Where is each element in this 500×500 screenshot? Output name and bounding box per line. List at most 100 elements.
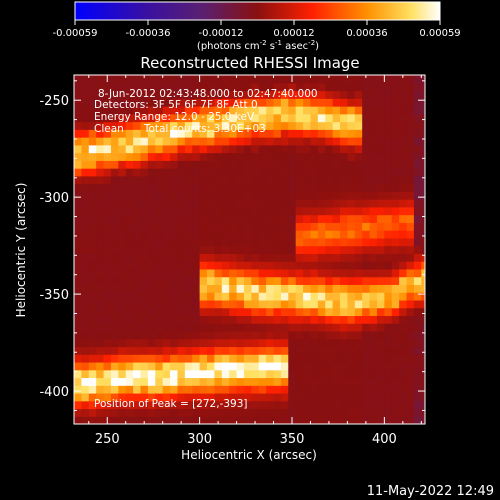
heatmap-cell [133, 98, 142, 107]
heatmap-cell [96, 408, 105, 417]
heatmap-cell [155, 199, 164, 208]
heatmap-cell [155, 354, 164, 363]
heatmap-cell [399, 129, 408, 138]
heatmap-cell [421, 144, 425, 154]
heatmap-cell [288, 369, 297, 379]
heatmap-cell [214, 361, 223, 371]
heatmap-cell [184, 346, 193, 355]
heatmap-cell [74, 121, 82, 130]
heatmap-cell [384, 152, 393, 161]
heatmap-cell [229, 253, 238, 262]
heatmap-cell [421, 113, 425, 123]
heatmap-cell [184, 237, 193, 247]
heatmap-cell [317, 82, 326, 92]
heatmap-cell [88, 129, 97, 138]
heatmap-cell [140, 183, 149, 192]
heatmap-cell [125, 377, 134, 386]
heatmap-cell [88, 206, 97, 216]
heatmap-cell [303, 144, 312, 154]
heatmap-cell [258, 354, 267, 363]
heatmap-cell [280, 385, 289, 394]
heatmap-cell [406, 253, 415, 262]
heatmap-cell [295, 175, 304, 185]
heatmap-cell [110, 385, 119, 394]
heatmap-cell [170, 361, 179, 371]
heatmap-cell [303, 385, 312, 394]
heatmap-cell [303, 199, 312, 208]
heatmap-cell [118, 315, 127, 324]
heatmap-cell [81, 268, 90, 278]
heatmap-cell [295, 315, 304, 324]
heatmap-cell [192, 261, 201, 270]
heatmap-cell [199, 315, 208, 324]
heatmap-cell [421, 369, 425, 379]
heatmap-cell [251, 268, 260, 278]
heatmap-cell [273, 330, 282, 340]
heatmap-cell [295, 129, 304, 138]
heatmap-cell [421, 346, 425, 355]
heatmap-cell [347, 214, 356, 223]
heatmap-cell [280, 377, 289, 386]
x-tick-label: 250 [95, 432, 120, 447]
heatmap-cell [243, 292, 252, 301]
heatmap-cell [280, 183, 289, 192]
heatmap-cell [399, 230, 408, 239]
heatmap-cell [325, 268, 334, 278]
heatmap-cell [332, 361, 341, 371]
heatmap-cell [340, 361, 349, 371]
heatmap-cell [273, 245, 282, 254]
heatmap-cell [170, 261, 179, 270]
heatmap-cell [118, 121, 127, 130]
heatmap-cell [288, 191, 297, 200]
heatmap-cell [170, 82, 179, 92]
heatmap-cell [199, 152, 208, 161]
heatmap-cell [103, 338, 112, 348]
heatmap-cell [118, 338, 127, 348]
heatmap-cell [332, 82, 341, 92]
heatmap-cell [199, 284, 208, 293]
heatmap-cell [207, 323, 215, 332]
heatmap-cell [288, 113, 297, 123]
heatmap-cell [229, 377, 238, 386]
heatmap-cell [103, 183, 112, 192]
heatmap-cell [347, 369, 356, 379]
heatmap-cell [251, 361, 260, 371]
heatmap-cell [74, 330, 82, 340]
heatmap-cell [221, 152, 230, 161]
heatmap-cell [103, 400, 112, 410]
heatmap-cell [288, 214, 297, 223]
heatmap-cell [236, 222, 245, 231]
heatmap-cell [273, 175, 282, 185]
heatmap-cell [147, 206, 156, 216]
heatmap-cell [421, 299, 425, 309]
heatmap-cell [273, 299, 282, 309]
heatmap-cell [207, 400, 215, 410]
heatmap-cell [110, 330, 119, 340]
heatmap-cell [317, 416, 326, 424]
heatmap-cell [369, 106, 378, 115]
heatmap-cell [273, 292, 282, 301]
heatmap-cell [310, 160, 319, 169]
heatmap-cell [354, 245, 363, 254]
heatmap-cell [140, 237, 149, 247]
heatmap-cell [325, 416, 334, 424]
heatmap-cell [369, 299, 378, 309]
heatmap-cell [103, 160, 112, 169]
heatmap-cell [266, 199, 275, 208]
heatmap-cell [229, 113, 238, 123]
heatmap-cell [399, 315, 408, 324]
heatmap-cell [162, 369, 171, 379]
heatmap-cell [273, 144, 282, 154]
heatmap-cell [288, 408, 297, 417]
heatmap-cell [147, 377, 156, 386]
heatmap-cell [317, 90, 326, 99]
heatmap-cell [295, 152, 304, 161]
heatmap-cell [207, 385, 215, 394]
heatmap-cell [147, 175, 156, 185]
heatmap-cell [288, 106, 297, 115]
heatmap-cell [125, 400, 134, 410]
heatmap-cell [243, 106, 252, 115]
heatmap-cell [310, 408, 319, 417]
heatmap-cell [184, 284, 193, 293]
heatmap-cell [88, 338, 97, 348]
